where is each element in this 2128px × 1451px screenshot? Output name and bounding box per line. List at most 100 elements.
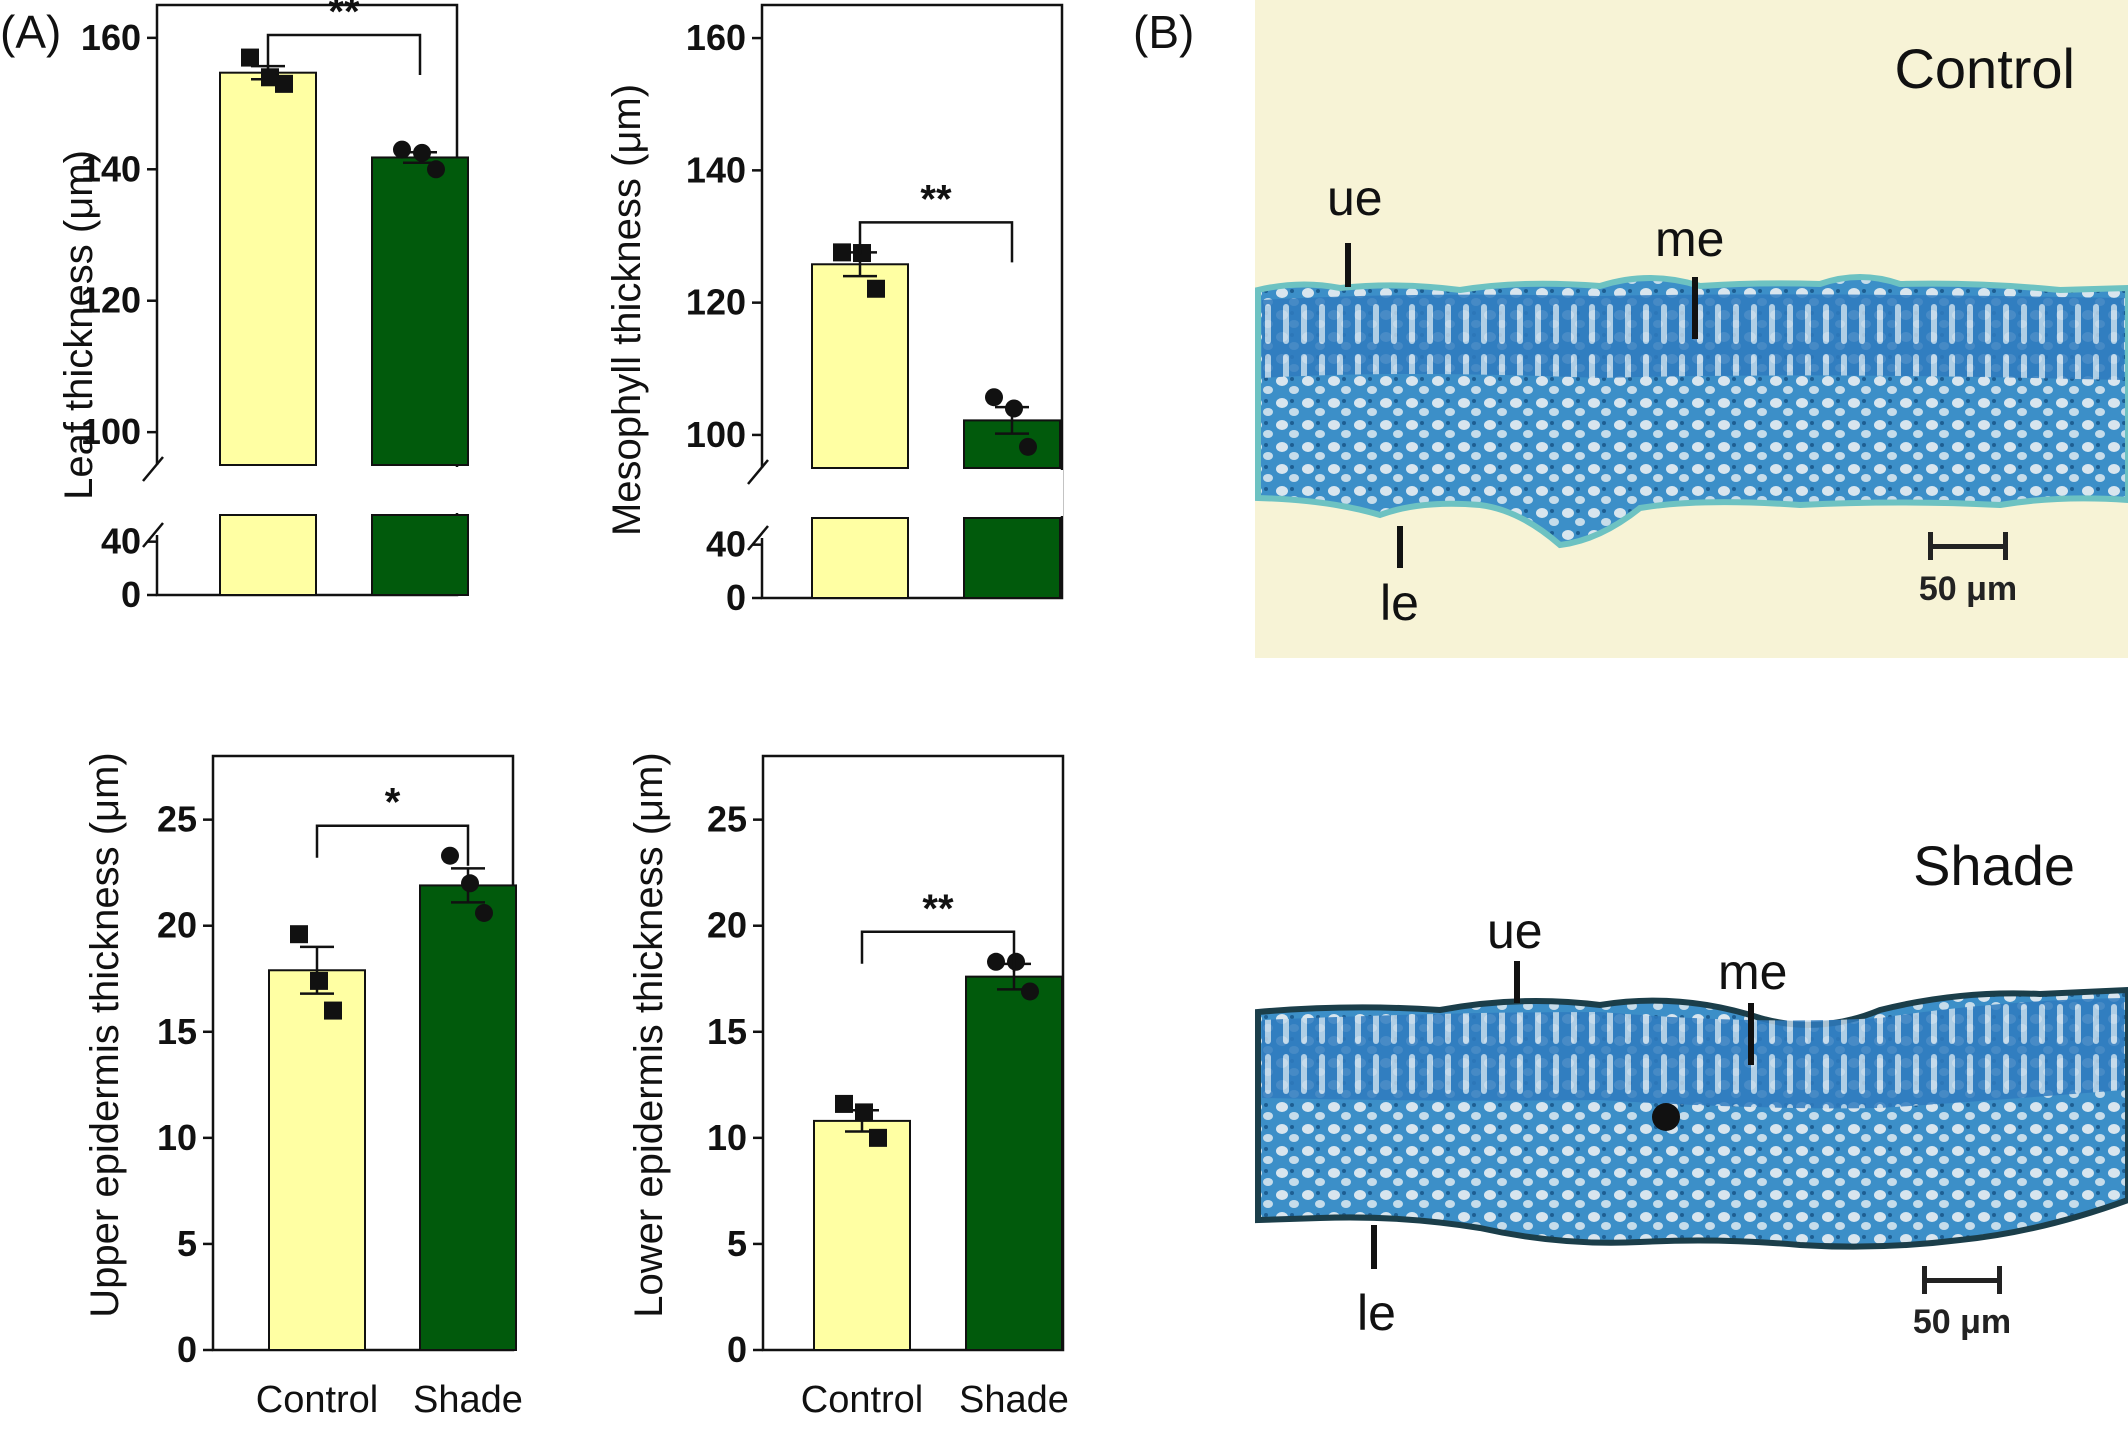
data-point bbox=[853, 244, 871, 263]
bar-control-lower bbox=[811, 517, 909, 599]
marker-ue-shade bbox=[1514, 961, 1520, 1003]
y-tick-label: 20 bbox=[157, 905, 197, 946]
y-tick-label: 25 bbox=[157, 799, 197, 840]
chart-lower-epidermis-thickness: Lower epidermis thickness (μm) 0 5 10 15 20 2… bbox=[627, 752, 1069, 1421]
data-point bbox=[867, 279, 885, 298]
data-point bbox=[987, 952, 1005, 971]
axis-break-mark bbox=[142, 522, 164, 548]
marker-me-control bbox=[1692, 277, 1698, 339]
y-tick-label: 140 bbox=[81, 148, 141, 189]
bar-break-gap bbox=[369, 467, 471, 513]
y-tick-label: 15 bbox=[157, 1011, 197, 1052]
bar-control bbox=[811, 263, 909, 469]
data-point bbox=[393, 140, 411, 159]
significance-bracket bbox=[266, 33, 422, 75]
y-tick-label: 0 bbox=[726, 577, 746, 618]
label-le-shade: le bbox=[1357, 1285, 1396, 1341]
y-tick-label: 5 bbox=[727, 1223, 747, 1264]
scale-bar-label-shade: 50 μm bbox=[1913, 1303, 2011, 1341]
bar-shade bbox=[419, 884, 517, 1352]
bar-control bbox=[219, 71, 317, 467]
dark-cell bbox=[1652, 1103, 1680, 1131]
marker-me-shade bbox=[1748, 1003, 1754, 1065]
data-point bbox=[427, 160, 445, 179]
significance-bracket bbox=[315, 824, 470, 866]
y-tick-label: 160 bbox=[81, 17, 141, 58]
data-point bbox=[461, 874, 479, 893]
x-category-label: Control bbox=[256, 1379, 379, 1421]
palisade-layer-shade bbox=[1262, 998, 2124, 1109]
axis-frame bbox=[760, 3, 1064, 600]
significance-label: ** bbox=[922, 887, 954, 931]
bar-control bbox=[268, 969, 366, 1351]
scale-bar-control: 50 μm bbox=[1919, 532, 2017, 608]
data-point bbox=[290, 925, 308, 944]
significance-label: ** bbox=[328, 0, 360, 34]
axis-break-mark bbox=[747, 459, 769, 485]
y-tick-label: 10 bbox=[707, 1117, 747, 1158]
y-tick-label: 0 bbox=[727, 1329, 747, 1370]
micrograph-control: ue me le Control 50 μm bbox=[1255, 0, 2128, 658]
x-category-label: Shade bbox=[959, 1379, 1069, 1421]
data-point bbox=[869, 1128, 887, 1147]
data-point bbox=[261, 68, 279, 87]
condition-label-shade: Shade bbox=[1913, 834, 2075, 897]
label-ue-shade: ue bbox=[1487, 903, 1543, 959]
y-tick-label: 120 bbox=[81, 280, 141, 321]
data-point bbox=[1019, 437, 1037, 456]
bar-shade-lower bbox=[963, 517, 1061, 599]
y-tick-label: 15 bbox=[707, 1011, 747, 1052]
y-tick-label: 160 bbox=[686, 17, 746, 58]
data-point bbox=[833, 243, 851, 262]
scale-bar-shade: 50 μm bbox=[1913, 1266, 2011, 1341]
data-point bbox=[324, 1001, 342, 1020]
y-tick-label: 120 bbox=[686, 282, 746, 323]
y-tick-label: 20 bbox=[707, 905, 747, 946]
y-tick-label: 100 bbox=[81, 411, 141, 452]
condition-label-control: Control bbox=[1894, 37, 2075, 100]
bar-break-gap bbox=[217, 467, 319, 513]
marker-ue-control bbox=[1345, 243, 1351, 287]
y-axis-title: Lower epidermis thickness (μm) bbox=[627, 752, 671, 1317]
bar-break-gap bbox=[809, 470, 911, 516]
bar-control-lower bbox=[219, 514, 317, 596]
y-axis-title: Leaf thickness (μm) bbox=[57, 150, 101, 500]
data-point bbox=[275, 74, 293, 93]
data-point bbox=[475, 903, 493, 922]
chart-upper-epidermis-thickness: Upper epidermis thickness (μm) 0 5 10 15 20 2… bbox=[83, 752, 523, 1421]
micrograph-shade: ue me le Shade 50 μm bbox=[1255, 785, 2128, 1451]
y-tick-label: 100 bbox=[686, 414, 746, 455]
data-point bbox=[1021, 982, 1039, 1001]
label-ue-control: ue bbox=[1327, 170, 1383, 226]
y-tick-label: 10 bbox=[157, 1117, 197, 1158]
bar-shade bbox=[965, 975, 1063, 1352]
significance-bracket bbox=[860, 930, 1016, 972]
data-point bbox=[1007, 952, 1025, 971]
y-tick-label: 25 bbox=[707, 799, 747, 840]
data-point bbox=[441, 846, 459, 865]
panel-label-b: (B) bbox=[1133, 6, 1194, 58]
bar-break-gap bbox=[961, 470, 1063, 516]
significance-label: ** bbox=[920, 177, 952, 221]
x-category-label: Shade bbox=[413, 1379, 523, 1421]
data-point bbox=[241, 48, 259, 67]
significance-bracket bbox=[858, 221, 1014, 263]
y-tick-label: 0 bbox=[121, 574, 141, 615]
x-category-label: Control bbox=[801, 1379, 924, 1421]
panel-label-a: (A) bbox=[0, 6, 61, 58]
label-le-control: le bbox=[1380, 575, 1419, 631]
label-me-shade: me bbox=[1718, 944, 1787, 1000]
data-point bbox=[985, 388, 1003, 407]
axis-break-mark bbox=[142, 456, 164, 482]
chart-mesophyll-thickness: Mesophyll thickness (μm) 0 40 100 120 140 160… bbox=[605, 3, 1064, 618]
y-axis-title: Mesophyll thickness (μm) bbox=[605, 84, 649, 536]
bar-shade bbox=[371, 156, 469, 466]
y-tick-label: 40 bbox=[706, 524, 746, 565]
y-axis-title: Upper epidermis thickness (μm) bbox=[83, 752, 127, 1317]
axis-break-mark bbox=[747, 525, 769, 551]
data-point bbox=[413, 143, 431, 162]
marker-le-shade bbox=[1371, 1225, 1377, 1269]
label-me-control: me bbox=[1655, 211, 1724, 267]
significance-label: * bbox=[385, 781, 401, 825]
chart-leaf-thickness: Leaf thickness (μm) 0 40 100 120 140 160 ** bbox=[57, 0, 471, 615]
